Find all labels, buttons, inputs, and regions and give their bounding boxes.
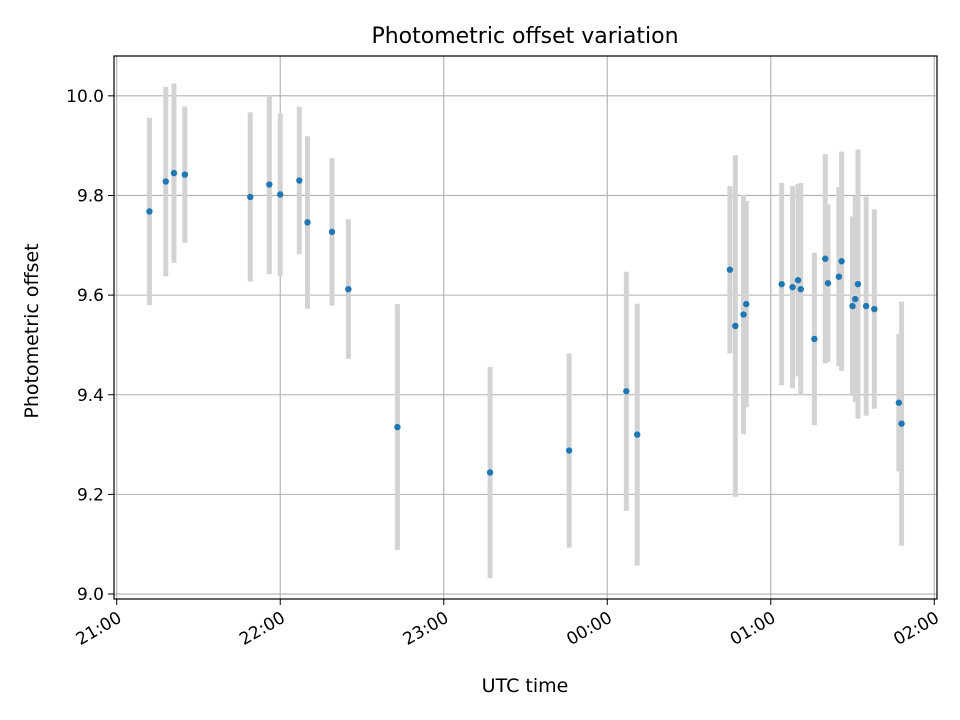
data-points (146, 169, 905, 476)
data-point (854, 280, 862, 288)
chart-title: Photometric offset variation (371, 24, 678, 49)
data-point (862, 302, 870, 310)
y-tick-label: 9.8 (77, 186, 104, 206)
y-tick-label: 9.0 (77, 585, 104, 605)
y-axis-label: Photometric offset (21, 243, 43, 418)
data-point (794, 276, 802, 284)
data-point (296, 177, 303, 184)
data-point (394, 423, 401, 431)
data-point (726, 266, 734, 273)
data-point (146, 208, 153, 215)
y-tick-label: 9.6 (77, 286, 104, 306)
data-point (778, 280, 785, 288)
data-point (743, 300, 750, 308)
data-point (895, 399, 903, 406)
data-point (732, 322, 739, 330)
data-point (824, 279, 832, 287)
data-point (822, 255, 829, 262)
data-point (623, 388, 630, 395)
plot-frame (113, 55, 938, 600)
data-point (277, 191, 284, 198)
data-point (170, 169, 178, 177)
data-point (852, 295, 859, 303)
data-point (898, 420, 905, 427)
data-point (328, 228, 336, 236)
data-point (789, 283, 796, 291)
data-point (634, 431, 641, 438)
data-point (266, 181, 273, 188)
data-point (838, 258, 845, 265)
data-point (162, 178, 169, 185)
data-point (565, 447, 573, 454)
y-tick-label: 9.2 (77, 485, 104, 505)
data-point (486, 469, 494, 476)
data-point (835, 273, 843, 280)
y-tick-label: 9.4 (77, 386, 104, 406)
data-point (811, 335, 818, 343)
x-axis-label: UTC time (482, 675, 569, 697)
data-point (247, 193, 254, 201)
data-point (871, 305, 878, 313)
data-point (797, 285, 804, 293)
data-point (345, 285, 352, 293)
y-tick-label: 10.0 (66, 87, 104, 107)
data-point (849, 302, 856, 310)
data-point (181, 171, 189, 178)
data-point (740, 311, 747, 318)
data-point (304, 219, 311, 226)
